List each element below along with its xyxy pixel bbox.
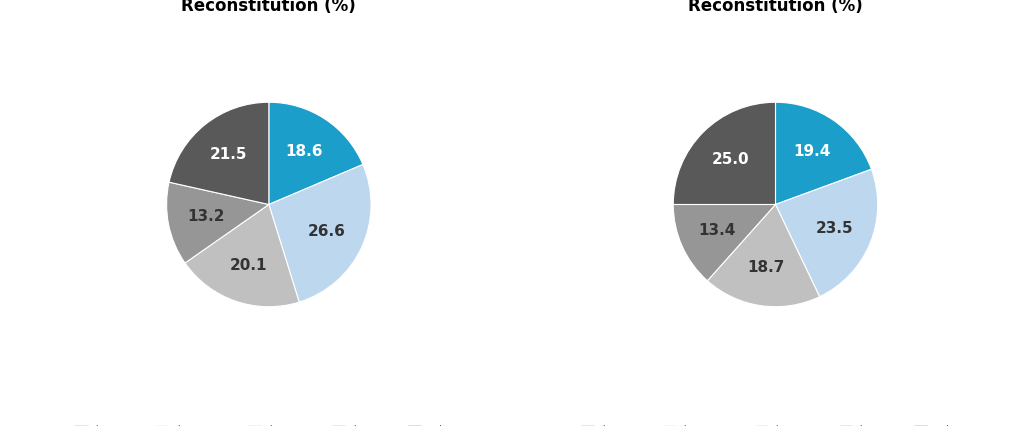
Legend: $100B+, $50-100B, $10-50B, $5-10B, <$5B: $100B+, $50-100B, $10-50B, $5-10B, <$5B	[69, 420, 468, 426]
Text: 21.5: 21.5	[210, 147, 247, 162]
Wedge shape	[269, 164, 371, 302]
Title: Index Weight by Market Cap, Post-
Reconstitution (%): Index Weight by Market Cap, Post- Recons…	[613, 0, 938, 14]
Text: 18.6: 18.6	[285, 144, 323, 158]
Text: 13.2: 13.2	[187, 210, 224, 225]
Title: Index Weight by Market Cap, Pre-
Reconstitution (%): Index Weight by Market Cap, Pre- Reconst…	[111, 0, 427, 14]
Text: 13.4: 13.4	[698, 223, 736, 238]
Wedge shape	[185, 204, 299, 307]
Legend: $100B+, $50-100B, $10-50B, $5-10B, <$5B: $100B+, $50-100B, $10-50B, $5-10B, <$5B	[576, 420, 975, 426]
Text: 23.5: 23.5	[816, 221, 854, 236]
Wedge shape	[170, 102, 269, 204]
Wedge shape	[776, 169, 878, 297]
Wedge shape	[166, 182, 269, 263]
Text: 25.0: 25.0	[711, 152, 749, 167]
Wedge shape	[707, 204, 820, 307]
Wedge shape	[269, 102, 363, 204]
Text: 20.1: 20.1	[230, 258, 267, 273]
Text: 26.6: 26.6	[308, 224, 346, 239]
Wedge shape	[673, 204, 776, 281]
Text: 19.4: 19.4	[793, 144, 831, 159]
Wedge shape	[776, 102, 872, 204]
Text: 18.7: 18.7	[748, 260, 785, 276]
Wedge shape	[673, 102, 776, 204]
